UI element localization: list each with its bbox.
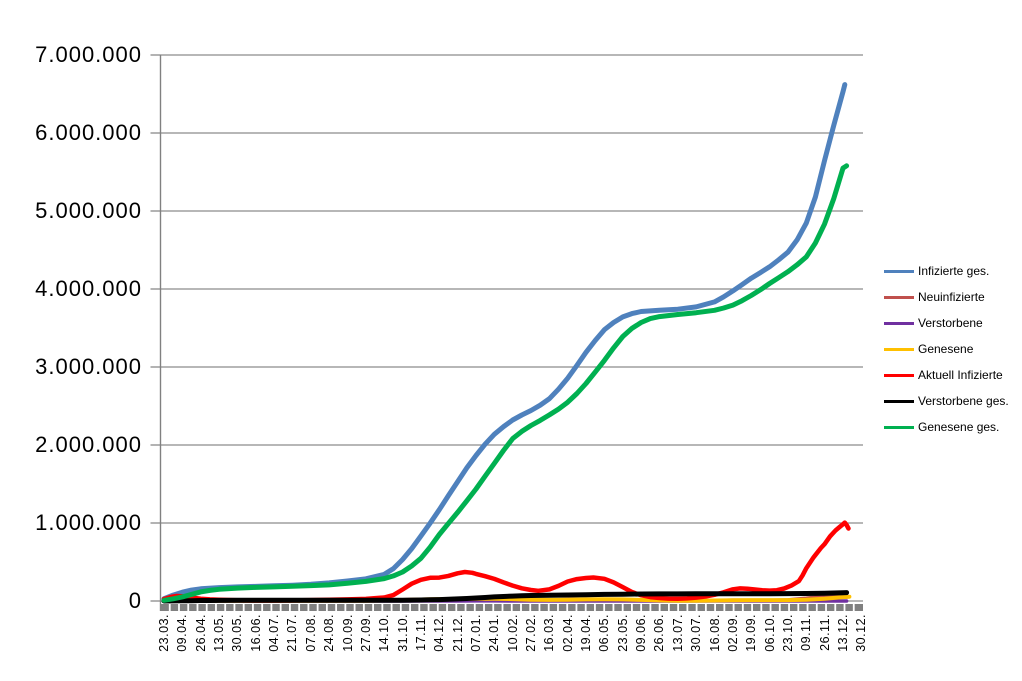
x-axis-label: 16.08. <box>707 614 722 652</box>
legend-label: Verstorbene ges. <box>918 394 1009 408</box>
x-axis-label: 09.06. <box>634 614 649 652</box>
x-axis-label: 10.09. <box>340 614 355 652</box>
x-axis-label: 21.12. <box>450 614 465 652</box>
x-axis-label: 26.04. <box>193 614 208 652</box>
x-axis-label: 30.12. <box>854 614 869 652</box>
x-axis-label: 14.10. <box>377 614 392 652</box>
legend-item: Aktuell Infizierte <box>884 362 1009 388</box>
x-axis-label: 06.10. <box>762 614 777 652</box>
x-axis-label: 27.02. <box>524 614 538 652</box>
x-axis-label: 13.12. <box>835 614 850 652</box>
legend-item: Verstorbene ges. <box>884 388 1009 414</box>
x-axis-label: 23.03. <box>157 614 171 652</box>
legend-swatch <box>884 295 914 299</box>
x-axis-label: 10.02. <box>505 614 520 652</box>
legend-item: Neuinfizierte <box>884 284 1009 310</box>
legend-item: Verstorbene <box>884 310 1009 336</box>
legend-item: Infizierte ges. <box>884 258 1009 284</box>
legend-swatch <box>884 321 914 325</box>
y-axis-label: 7.000.000 <box>35 42 142 67</box>
legend-swatch <box>884 425 914 429</box>
y-axis-label: 0 <box>128 588 142 613</box>
x-axis-label: 04.07. <box>267 614 282 652</box>
x-axis-label: 04.12. <box>432 614 447 652</box>
x-axis-label: 26.11. <box>817 614 832 651</box>
series-line-verstorbene-ges <box>161 590 850 604</box>
legend-label: Aktuell Infizierte <box>918 368 1003 382</box>
y-axis-label: 4.000.000 <box>35 276 142 301</box>
legend: Infizierte ges. Neuinfizierte Verstorbene G… <box>884 258 1009 440</box>
series-line-infizierte-ges <box>161 82 848 602</box>
x-axis-label: 19.04. <box>579 614 594 652</box>
y-axis-label: 3.000.000 <box>35 354 142 379</box>
legend-item: Genesene ges. <box>884 414 1009 440</box>
legend-label: Infizierte ges. <box>918 264 990 278</box>
x-axis-label: 16.06. <box>248 614 263 652</box>
x-axis-label: 27.09. <box>358 614 373 652</box>
x-axis-label: 23.05. <box>615 614 630 652</box>
x-axis-label: 24.01. <box>487 614 502 652</box>
x-axis-label: 17.11. <box>413 614 428 651</box>
x-axis-label: 31.10. <box>395 614 410 652</box>
x-axis-label: 07.01. <box>468 614 483 652</box>
x-axis-label: 19.09. <box>744 614 759 652</box>
x-axis-label: 30.07. <box>689 614 704 652</box>
legend-label: Genesene <box>918 342 974 356</box>
y-axis-label: 2.000.000 <box>35 432 142 457</box>
y-axis-label: 6.000.000 <box>35 120 142 145</box>
x-axis-label: 13.07. <box>670 614 685 652</box>
legend-swatch <box>884 347 914 351</box>
x-axis-label: 09.11. <box>799 614 814 651</box>
x-axis-label: 21.07. <box>285 614 300 652</box>
x-axis-label: 09.04. <box>175 614 190 652</box>
legend-label: Verstorbene <box>918 316 983 330</box>
y-axis-label: 1.000.000 <box>35 510 142 535</box>
legend-item: Genesene <box>884 336 1009 362</box>
legend-swatch <box>884 269 914 273</box>
x-axis-label: 26.06. <box>652 614 667 652</box>
x-axis-label: 24.08. <box>322 614 337 652</box>
legend-label: Neuinfizierte <box>918 290 985 304</box>
x-axis-label: 13.05. <box>212 614 227 652</box>
x-axis-label: 16.03. <box>542 614 557 652</box>
x-axis-label: 06.05. <box>597 614 612 652</box>
x-axis-label: 07.08. <box>303 614 318 652</box>
legend-label: Genesene ges. <box>918 420 1000 434</box>
x-axis-label: 02.04. <box>560 614 575 652</box>
x-axis-label: 30.05. <box>230 614 245 652</box>
x-axis-label: 02.09. <box>725 614 740 652</box>
legend-swatch <box>884 399 914 403</box>
y-axis-label: 5.000.000 <box>35 198 142 223</box>
legend-swatch <box>884 373 914 377</box>
series-line-genesene-ges <box>161 163 850 603</box>
x-axis-label: 23.10. <box>780 614 795 652</box>
